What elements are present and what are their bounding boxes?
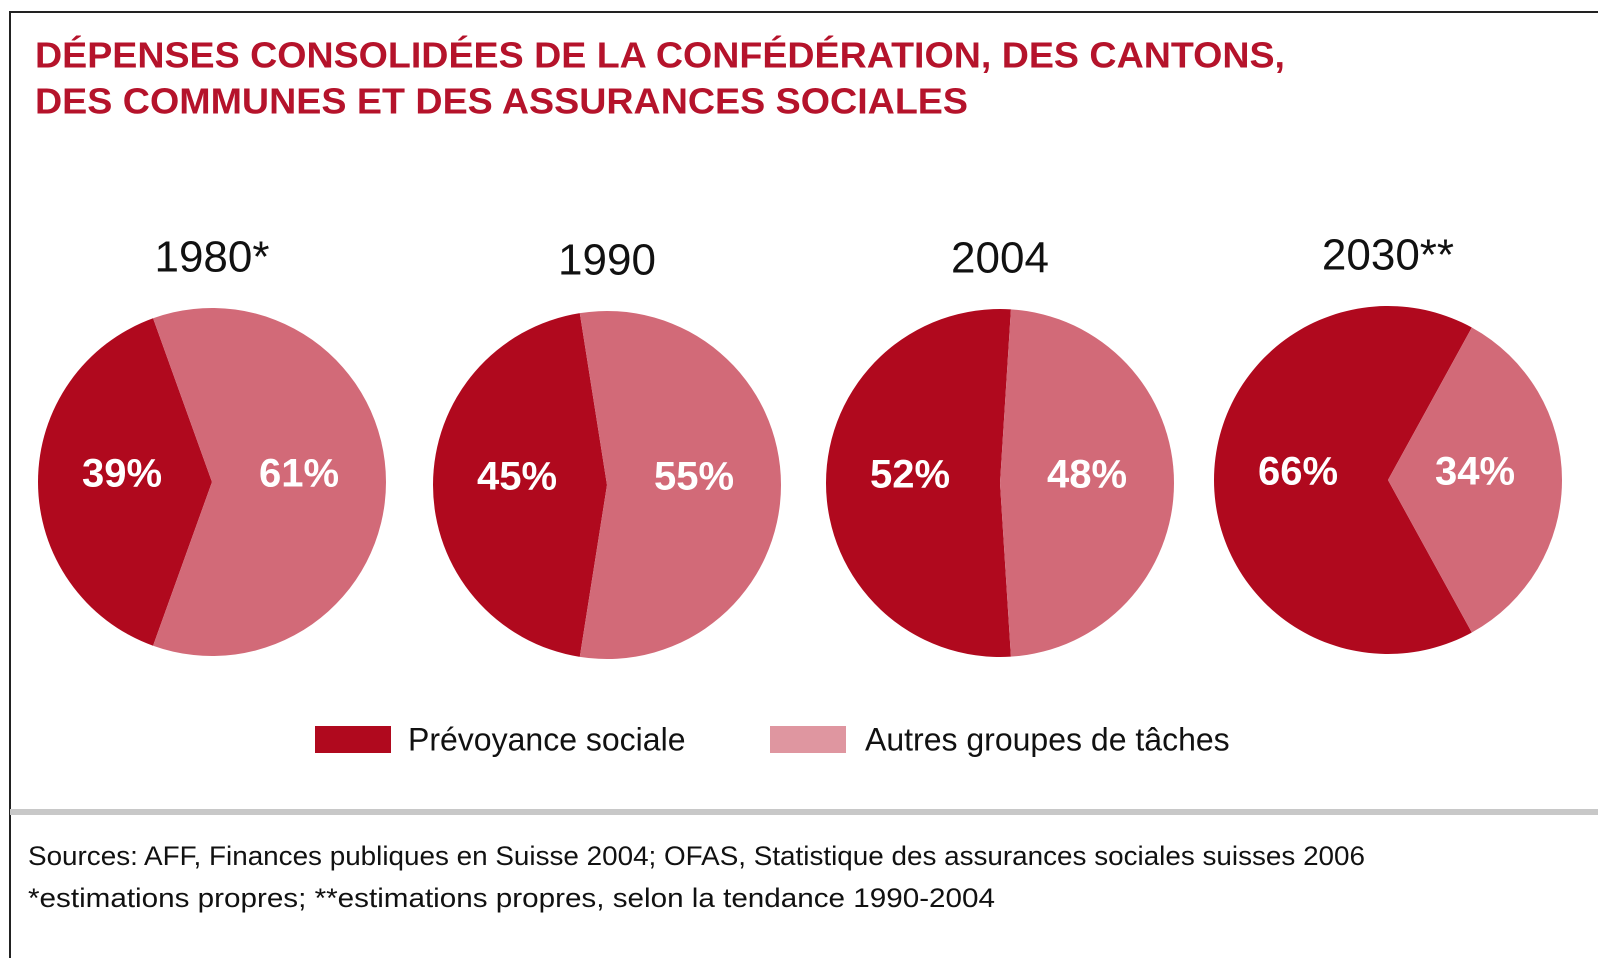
data-label: 61% bbox=[259, 452, 339, 496]
chart-title: DÉPENSES CONSOLIDÉES DE LA CONFÉDÉRATION… bbox=[35, 35, 1285, 76]
frame bbox=[9, 11, 1598, 958]
source-note: *estimations propres; **estimations prop… bbox=[28, 883, 995, 913]
pie-slice bbox=[826, 309, 1011, 657]
separator bbox=[10, 809, 1598, 815]
chart-title: DES COMMUNES ET DES ASSURANCES SOCIALES bbox=[35, 81, 968, 122]
data-label: 39% bbox=[82, 452, 162, 496]
data-label: 45% bbox=[477, 455, 557, 499]
data-label: 52% bbox=[870, 453, 950, 497]
data-label: 55% bbox=[654, 455, 734, 499]
pie-slice bbox=[37, 318, 212, 646]
legend-label: Autres groupes de tâches bbox=[865, 721, 1230, 757]
pie-title: 2004 bbox=[951, 234, 1049, 283]
pie-slice bbox=[1000, 309, 1174, 657]
pie-slice bbox=[579, 311, 781, 659]
pie-slice bbox=[153, 308, 386, 656]
pie-title: 2030** bbox=[1322, 231, 1454, 280]
legend-label: Prévoyance sociale bbox=[408, 721, 685, 757]
source-note: Sources: AFF, Finances publiques en Suis… bbox=[28, 841, 1365, 871]
legend-swatch bbox=[315, 726, 391, 753]
pie-slice bbox=[433, 313, 607, 657]
data-label: 66% bbox=[1258, 450, 1338, 494]
data-label: 34% bbox=[1435, 450, 1515, 494]
pie-title: 1980* bbox=[154, 233, 269, 282]
data-label: 48% bbox=[1047, 453, 1127, 497]
legend-swatch bbox=[770, 726, 846, 753]
pie-title: 1990 bbox=[558, 236, 656, 285]
pie-slice bbox=[1388, 327, 1562, 633]
pie-slice bbox=[1214, 305, 1472, 655]
